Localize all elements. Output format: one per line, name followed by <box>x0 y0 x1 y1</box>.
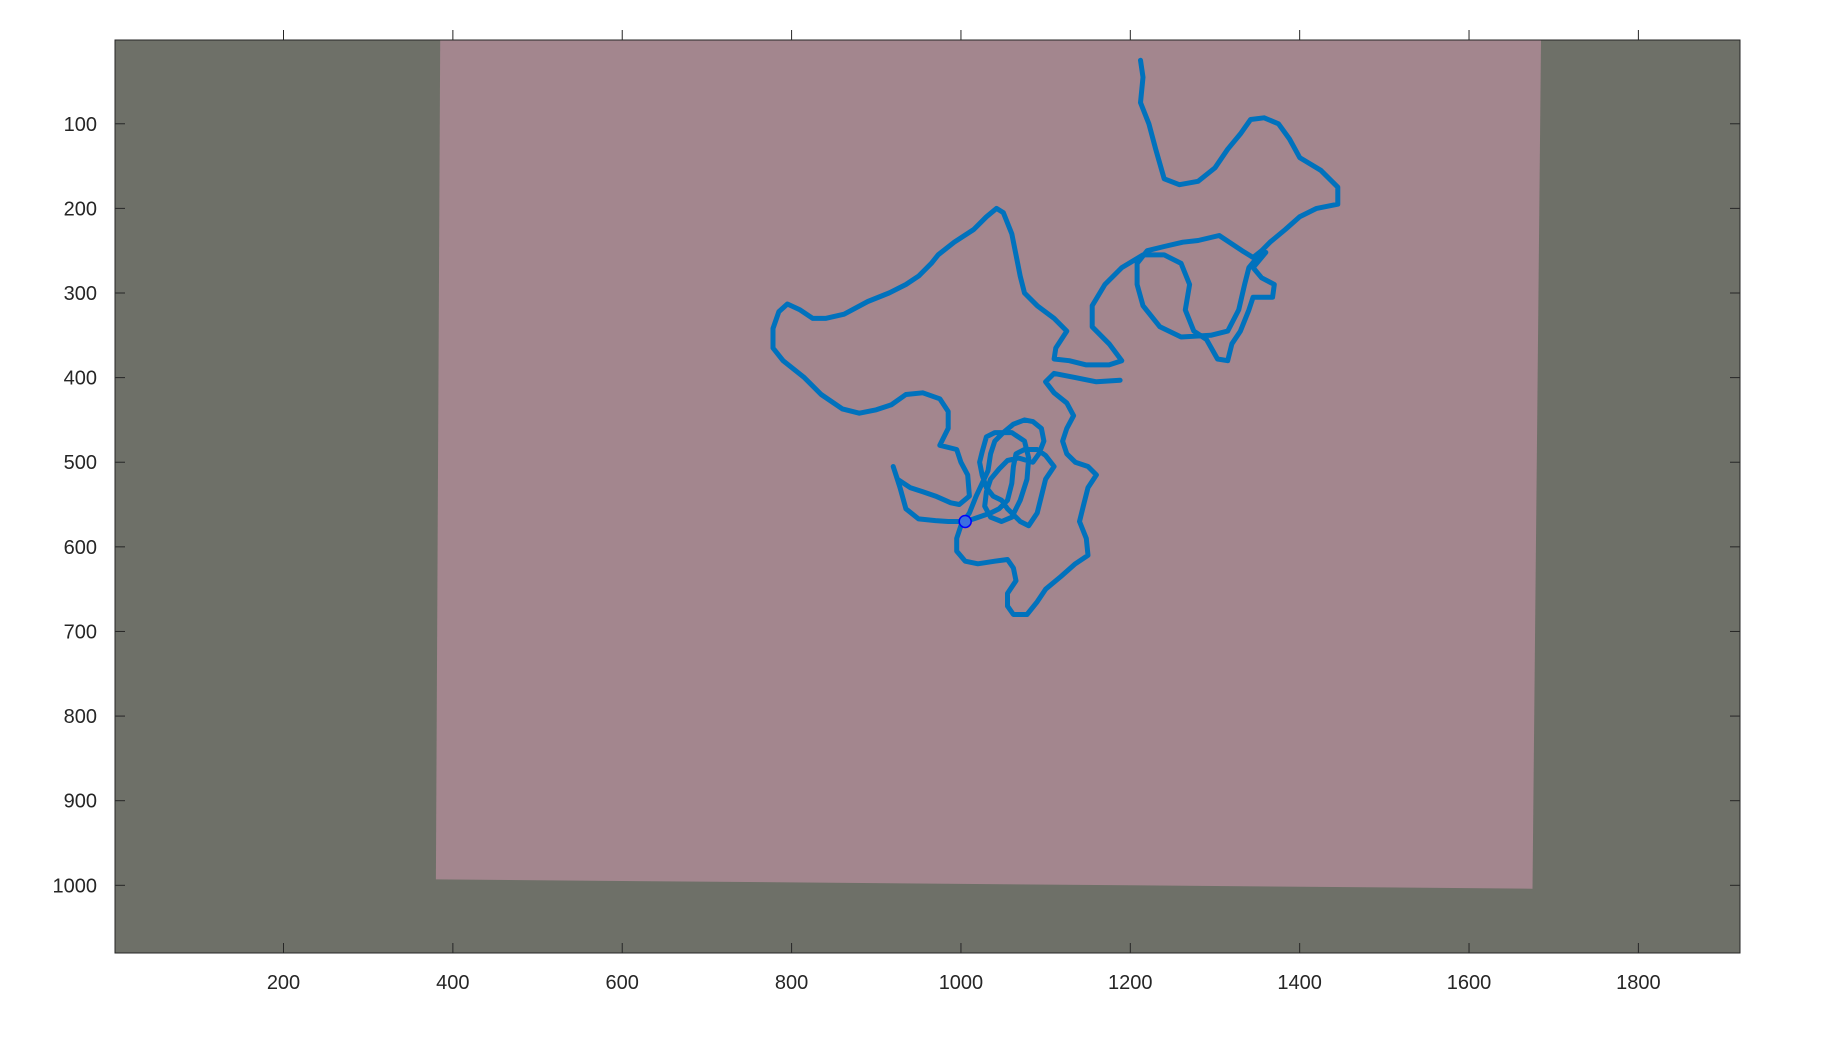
y-tick-label: 100 <box>64 114 97 136</box>
y-tick-label: 200 <box>64 198 97 220</box>
x-tick-label: 1800 <box>1616 972 1661 994</box>
x-tick-label: 200 <box>267 972 300 994</box>
y-tick-label: 700 <box>64 621 97 643</box>
x-tick-label: 1000 <box>939 972 984 994</box>
trajectory-layer <box>770 57 1341 617</box>
y-tick-label: 800 <box>64 706 97 728</box>
y-tick-label: 400 <box>64 368 97 390</box>
y-tick-label: 900 <box>64 791 97 813</box>
ticks-layer: 200 400 600 800 1000 1200 1400 1600 1800 100 200 30… <box>53 30 1740 994</box>
axes-box <box>114 39 1741 954</box>
background-image <box>115 40 1740 953</box>
x-tick-label: 600 <box>606 972 639 994</box>
x-tick-label: 1400 <box>1277 972 1322 994</box>
y-tick-label: 500 <box>64 452 97 474</box>
x-tick-label: 400 <box>436 972 469 994</box>
x-tick-label: 1200 <box>1108 972 1153 994</box>
start-marker <box>958 514 972 529</box>
trajectory-line-1 <box>770 57 1341 617</box>
x-tick-label: 800 <box>775 972 808 994</box>
y-tick-label: 600 <box>64 537 97 559</box>
plot-area: 200 400 600 800 1000 1200 1400 1600 1800 100 200 30… <box>53 30 1741 994</box>
x-tick-label: 1600 <box>1447 972 1492 994</box>
y-tick-label: 300 <box>64 283 97 305</box>
y-tick-label: 1000 <box>53 875 98 897</box>
